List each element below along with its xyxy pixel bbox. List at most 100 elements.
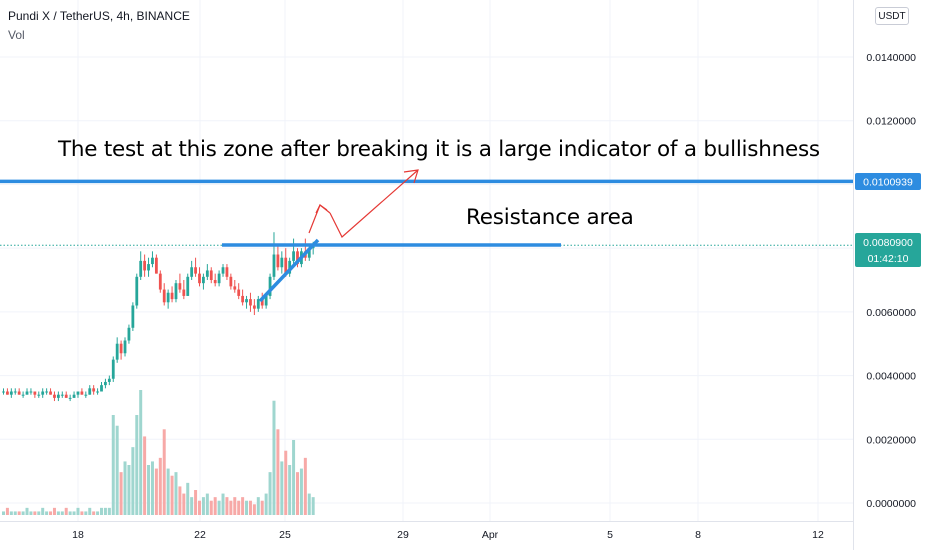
volume-bar	[72, 511, 76, 515]
candle-body	[25, 391, 29, 395]
candle-body	[284, 257, 288, 274]
symbol-title[interactable]: Pundi X / TetherUS, 4h, BINANCE	[8, 9, 190, 23]
volume-bar	[60, 511, 64, 515]
volume-bar	[143, 436, 147, 515]
volume-bar	[9, 511, 13, 515]
volume-bar	[276, 429, 280, 515]
candle-body	[127, 327, 131, 341]
price-tick-label: 0.0140000	[866, 52, 916, 64]
volume-bar	[307, 493, 311, 515]
candle-body	[107, 378, 111, 382]
volume-bar	[115, 425, 119, 515]
volume-bar	[52, 507, 56, 515]
volume-bar	[150, 461, 154, 515]
volume-bar	[284, 450, 288, 515]
volume-bar	[221, 493, 225, 515]
currency-button[interactable]: USDT	[875, 7, 909, 25]
candle-body	[49, 391, 52, 395]
trend-line[interactable]	[258, 238, 320, 303]
volume-bar	[217, 500, 221, 515]
volume-bar	[33, 511, 37, 515]
price-tick-label: 0.0060000	[866, 307, 916, 319]
projection-arrow[interactable]	[308, 169, 419, 238]
volume-label[interactable]: Vol	[8, 28, 25, 42]
volume-bar	[272, 400, 276, 515]
volume-bar	[233, 497, 237, 515]
price-tick-label: 0.0120000	[866, 116, 916, 128]
candle-body	[288, 260, 292, 274]
candle-body	[182, 289, 186, 296]
last-price-tag: 0.0080900 01:42:10	[855, 233, 921, 267]
time-tick-label: 12	[812, 529, 824, 541]
volume-bar	[296, 472, 299, 515]
volume-bar	[162, 429, 166, 515]
headline-annotation[interactable]: The test at this zone after breaking it …	[58, 137, 820, 162]
candle-body	[205, 270, 209, 277]
volume-bar	[170, 475, 174, 515]
candle-body	[272, 254, 276, 277]
time-tick-label: 18	[72, 529, 84, 541]
last-price-tag-value: 0.0080900	[863, 237, 913, 249]
volume-bar	[56, 511, 60, 515]
time-axis[interactable]: 18 22 25 29 Apr 5 8 12	[72, 529, 824, 541]
volume-bar	[92, 511, 96, 515]
volume-bar	[158, 457, 162, 515]
candle-body	[21, 394, 25, 396]
candle-body	[33, 391, 37, 395]
last-price-tag-countdown: 01:42:10	[868, 253, 909, 265]
volume-bar	[299, 468, 303, 515]
volume-bar	[119, 472, 123, 515]
volume-bar	[41, 507, 45, 515]
candle-body	[170, 292, 174, 300]
volume-bar	[186, 482, 190, 515]
volume-bar	[103, 507, 107, 515]
volume-bar	[37, 511, 41, 515]
candle-body	[260, 299, 264, 306]
candle-body	[237, 289, 241, 296]
volume-bar	[25, 507, 29, 515]
time-tick-label: 22	[194, 529, 206, 541]
volume-bar	[96, 511, 100, 515]
candle-body	[151, 257, 154, 265]
volume-histogram	[2, 390, 315, 515]
candle-body	[100, 385, 103, 392]
candle-body	[111, 359, 115, 379]
volume-bar	[68, 511, 72, 515]
candle-body	[6, 391, 9, 395]
candle-body	[233, 286, 237, 290]
candle-body	[119, 343, 123, 354]
candle-body	[139, 260, 143, 277]
candle-body	[186, 276, 190, 296]
candle-body	[194, 267, 197, 274]
volume-bar	[147, 465, 151, 515]
volume-bar	[107, 507, 111, 515]
volume-bar	[88, 507, 92, 515]
price-tick-label: 0.0040000	[866, 371, 916, 383]
volume-bar	[292, 440, 296, 515]
candle-body	[80, 391, 84, 395]
candle-body	[256, 299, 260, 309]
price-axis[interactable]: 0.01400000.01200000.01000000.00800000.00…	[866, 52, 916, 510]
volume-bar	[154, 468, 158, 515]
candle-body	[280, 257, 284, 268]
volume-bar	[245, 500, 249, 515]
volume-bar	[229, 500, 233, 515]
candle-body	[292, 251, 295, 261]
candle-body	[60, 394, 64, 396]
candle-body	[162, 289, 166, 303]
candle-body	[56, 394, 60, 398]
candle-body	[37, 394, 41, 396]
volume-bar	[190, 497, 194, 515]
candle-body	[72, 394, 76, 398]
candle-body	[84, 394, 88, 396]
candle-body	[229, 276, 233, 287]
volume-bar	[194, 490, 198, 515]
volume-bar	[49, 511, 53, 515]
candle-body	[115, 343, 119, 360]
candle-body	[276, 254, 280, 268]
time-tick-label: 25	[279, 529, 291, 541]
resistance-label[interactable]: Resistance area	[466, 205, 634, 230]
candle-body	[88, 388, 92, 395]
candle-body	[154, 257, 158, 274]
